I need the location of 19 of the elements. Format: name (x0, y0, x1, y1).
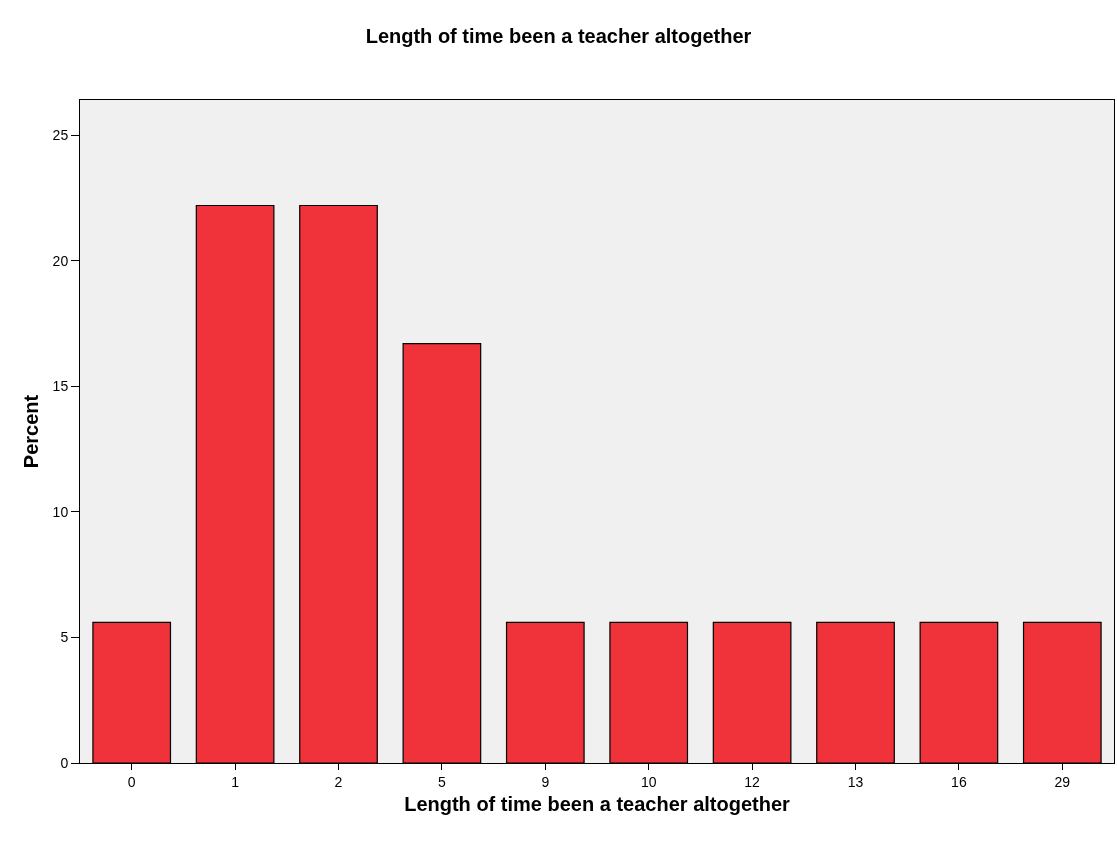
x-tick-label: 12 (744, 773, 761, 790)
y-tick-label: 10 (52, 503, 69, 520)
y-axis-title: Percent (20, 394, 43, 469)
x-tick-label: 16 (951, 773, 967, 790)
y-tick-label: 20 (52, 252, 69, 269)
x-tick-label: 9 (541, 773, 550, 790)
y-tick-label: 5 (60, 629, 69, 646)
x-tick-label: 10 (640, 773, 657, 790)
y-tick-label: 25 (52, 127, 69, 144)
x-tick-label: 1 (231, 773, 240, 790)
y-tick-label: 0 (60, 754, 69, 771)
x-tick-label: 2 (334, 773, 343, 790)
x-tick-label: 5 (438, 773, 446, 790)
y-tick-label: 15 (52, 378, 69, 395)
x-tick-label: 13 (847, 773, 864, 790)
x-tick-label: 29 (1054, 773, 1071, 790)
x-tick-label: 0 (127, 773, 136, 790)
x-axis-title: Length of time been a teacher altogether (404, 793, 791, 816)
chart-title: Length of time been a teacher altogether (365, 25, 752, 48)
